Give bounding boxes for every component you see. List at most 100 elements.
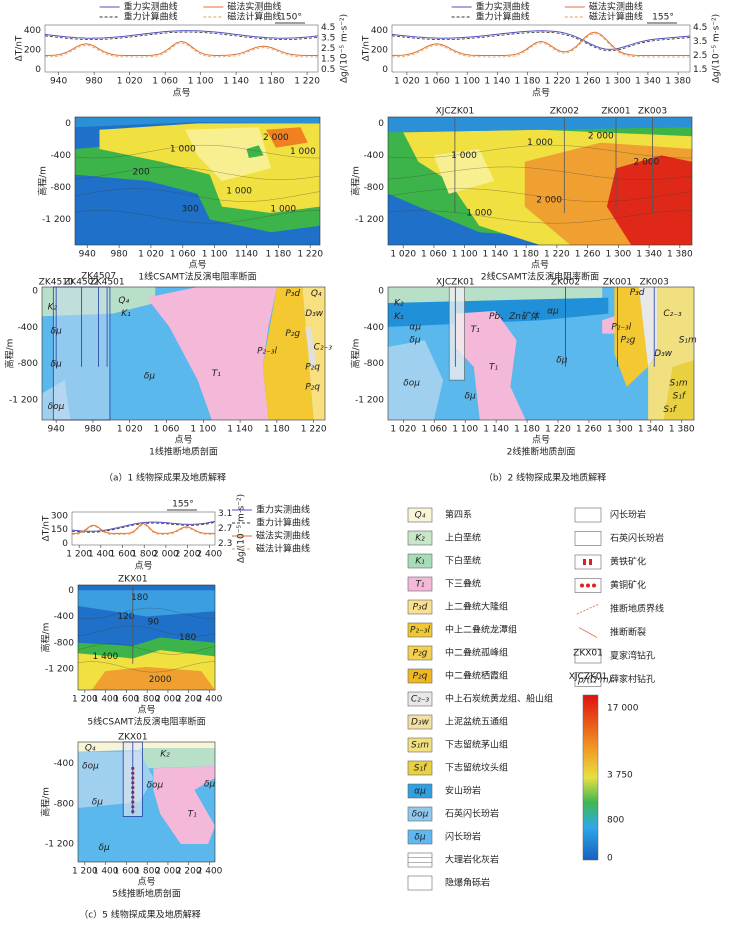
section-frame: [77, 584, 216, 691]
x-tick-label: 1 600: [114, 867, 140, 877]
contour-label: 200: [133, 168, 150, 178]
region: [455, 310, 526, 420]
x-tick-label: 940: [48, 425, 65, 435]
y-tick-label: -800: [18, 359, 39, 369]
unit-label: P₂q: [305, 362, 320, 372]
legend-symbol: Q₄: [415, 511, 426, 521]
legend-swatch: [407, 852, 433, 868]
x-tick-label: 1 100: [188, 77, 214, 87]
x-tick-label: 1 180: [265, 250, 291, 260]
unit-label: δμ: [409, 336, 421, 346]
colorbar: [582, 694, 599, 861]
swatch-pattern: [586, 583, 590, 588]
magnetic-calc-curve: [71, 524, 215, 535]
x-tick-label: 1 140: [484, 77, 510, 87]
contour-label: 180: [131, 593, 148, 603]
x-tick-label: 1 800: [131, 550, 157, 560]
x-axis-label: 点号: [188, 260, 206, 271]
contour-label: 1 000: [290, 147, 316, 157]
drill-label: ZK003: [638, 107, 667, 117]
y-tick-label: 0: [65, 119, 71, 129]
region: [246, 145, 264, 158]
gravity-curve: [391, 30, 691, 50]
section-title: 1线推断地质剖面: [149, 446, 218, 458]
region: [75, 117, 320, 128]
region: [433, 149, 495, 194]
legend-symbol: P₂₋₃l: [410, 626, 430, 636]
x-tick-label: 2 200: [176, 867, 202, 877]
y-tick-label: -400: [51, 151, 72, 161]
legend-swatch: [407, 806, 433, 822]
x-tick-label: 1 180: [259, 77, 285, 87]
magnetic-calc-curve: [391, 33, 690, 58]
legend-symbol: T₁: [415, 580, 424, 590]
region: [388, 287, 603, 303]
x-tick-label: 2 000: [155, 867, 181, 877]
x-tick-label: 1 020: [138, 250, 164, 260]
unit-label: αμ: [409, 322, 421, 332]
legend-swatch: [407, 507, 433, 523]
drill-label: ZK002: [551, 278, 580, 288]
contour: [77, 607, 216, 619]
legend-label: 第四系: [445, 509, 472, 521]
x-tick-label: 1 800: [134, 867, 160, 877]
legend-swatch: [407, 714, 433, 730]
unit-label: T₁: [471, 325, 480, 335]
legend-symbol: S₁f: [414, 764, 428, 774]
legend-swatch: [574, 554, 602, 570]
y-tick-label: 0: [35, 65, 41, 75]
legend-symbol: K₁: [415, 557, 425, 567]
x-tick-label: 980: [111, 250, 128, 260]
x-tick-label: 1 200: [72, 867, 98, 877]
legend-swatch: [407, 829, 433, 845]
x-tick-label: 1 380: [667, 250, 693, 260]
y-tick-label: 1.5: [693, 65, 707, 75]
y-tick-label: -800: [364, 183, 385, 193]
unit-label: P₂₋₃l: [611, 322, 631, 332]
swatch-pattern: [592, 583, 596, 588]
y-axis-label: ΔT/nT: [15, 35, 25, 61]
y-tick-label: -1 200: [45, 840, 74, 850]
section-frame: [387, 116, 693, 246]
y-tick-label: 0: [382, 65, 388, 75]
legend-swatch: [407, 691, 433, 707]
unit-label: Pb、Zn矿体: [489, 311, 541, 322]
y-tick-label: 0: [378, 286, 384, 296]
unit-label: δμ: [204, 780, 216, 790]
section-title: 2线CSAMT法反演电阻率断面: [481, 271, 599, 283]
legend-label: 重力实测曲线: [256, 504, 310, 516]
section-title: 5线推断地质剖面: [112, 888, 181, 900]
x-tick-label: 1 060: [170, 250, 196, 260]
section-title: 5线CSAMT法反演电阻率断面: [87, 716, 205, 728]
y-axis-label: 高程/m: [40, 623, 52, 653]
colorbar-tick-label: 17 000: [607, 704, 639, 714]
y-tick-label: 3.5: [321, 33, 335, 43]
contour-label: 120: [117, 612, 134, 622]
legend-label: 上白垩统: [445, 532, 481, 544]
legend-label: 磁法计算曲线: [256, 543, 310, 555]
contour-label: 1 000: [466, 209, 492, 219]
y2-axis-label: Δg/(10⁻⁵ m·s⁻²): [340, 14, 350, 83]
unit-label: P₂q: [305, 382, 320, 392]
colorbar-title: ρ/(Ω·m): [578, 676, 612, 686]
y-tick-label: 150: [51, 525, 68, 535]
x-tick-label: 2 400: [196, 550, 222, 560]
contour-label: 180: [179, 633, 196, 643]
x-tick-label: 1 060: [152, 77, 178, 87]
x-axis-label: 点号: [134, 561, 152, 572]
legend-label: 中二叠统孤峰组: [445, 647, 508, 659]
unit-label: P₃d: [630, 288, 645, 298]
x-tick-label: 1 400: [93, 695, 119, 705]
contour: [387, 210, 693, 224]
legend-symbol: αμ: [414, 787, 426, 797]
region: [266, 127, 308, 148]
x-tick-label: 1 140: [227, 425, 253, 435]
region: [388, 340, 444, 420]
drill-label: XJCZK01: [436, 107, 475, 117]
y-tick-label: 2.7: [218, 524, 232, 534]
x-tick-label: 1 140: [223, 77, 249, 87]
contour: [74, 188, 321, 202]
legend-symbol: XJCZK01: [569, 672, 608, 682]
contour-label: 2000: [149, 675, 172, 685]
legend-label: 中二叠统栖霞组: [445, 670, 508, 682]
